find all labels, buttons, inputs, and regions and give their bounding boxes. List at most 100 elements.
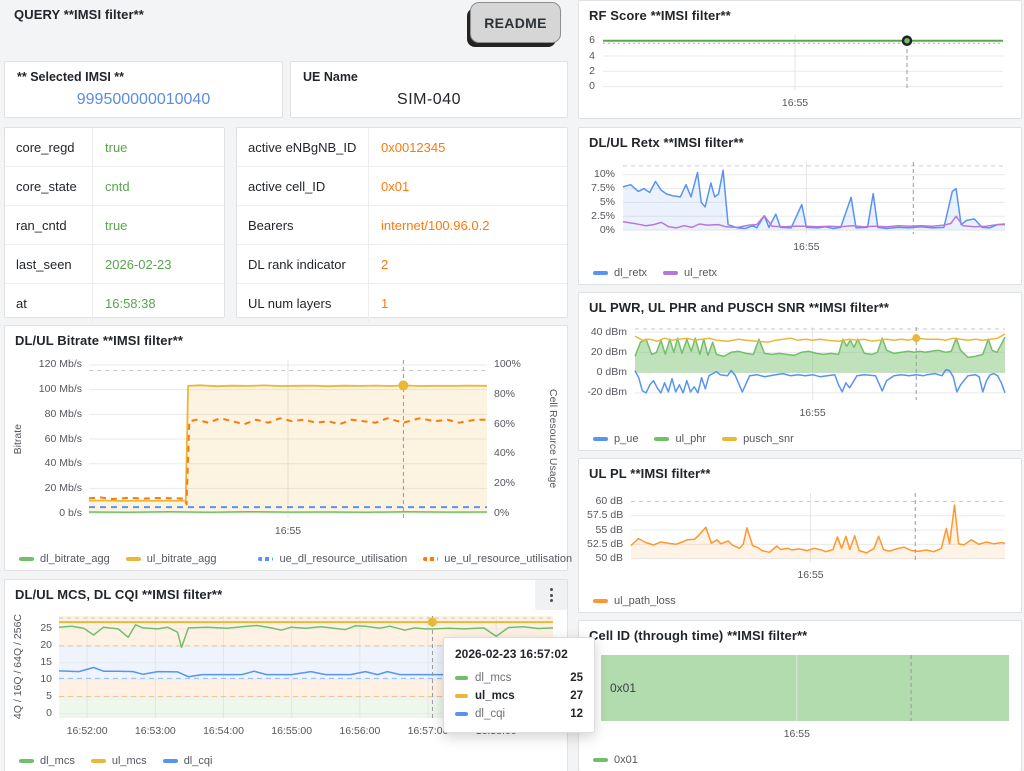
ul-pl-xtick: 16:55	[771, 569, 851, 582]
table-key: active eNBgNB_ID	[237, 128, 369, 166]
mcs-cqi-ytick: 0	[26, 707, 52, 720]
bitrate-ytick: 100 Mb/s	[26, 383, 82, 396]
cell-id-chart[interactable]: 0x0116:550x01	[587, 647, 1013, 769]
table-value: cntd	[93, 167, 130, 205]
bitrate-ytick-right: 20%	[494, 477, 540, 490]
mcs-cqi-legend: dl_mcs ul_mcs dl_cqi	[19, 755, 557, 767]
ul-pl-chart[interactable]: 50 dB52.5 dB55 dB57.5 dB60 dB16:55ul_pat…	[587, 485, 1013, 610]
table-row: core_regdtrue	[5, 128, 224, 167]
retx-ytick: 2.5%	[587, 210, 615, 223]
mcs-cqi-y-axis-title: 4Q / 16Q / 64Q / 256C	[11, 616, 25, 718]
session-table: active eNBgNB_ID0x0012345active cell_ID0…	[237, 128, 567, 322]
series-color-key	[423, 557, 438, 561]
legend-item-pusch_snr[interactable]: pusch_snr	[722, 433, 794, 445]
ul-pl-ytick: 50 dB	[587, 552, 623, 565]
ul-pl-panel-title: UL PL **IMSI filter**	[589, 466, 711, 481]
table-row: ran_cntdtrue	[5, 206, 224, 245]
panel-ul-pl: UL PL **IMSI filter** 50 dB52.5 dB55 dB5…	[578, 458, 1022, 613]
ul-pwr-chart[interactable]: -20 dBm0 dBm20 dBm40 dBm16:55p_ueul_phrp…	[587, 319, 1013, 448]
mcs-cqi-ytick: 5	[26, 690, 52, 703]
retx-ytick: 10%	[587, 168, 615, 181]
rf-score-chart[interactable]: 024616:55	[587, 27, 1013, 116]
legend-label: ul_bitrate_agg	[147, 553, 217, 565]
bitrate-ytick-right: 60%	[494, 418, 540, 431]
bitrate-legend: dl_bitrate_agg ul_bitrate_agg ue_dl_resour…	[19, 553, 557, 565]
series-color-key	[258, 557, 273, 561]
series-color-key	[91, 759, 106, 763]
cell-id-legend: 0x01	[593, 754, 1011, 766]
series-color-key	[19, 557, 34, 561]
bitrate-ytick: 120 Mb/s	[26, 358, 82, 371]
table-value: 0x0012345	[369, 128, 445, 166]
hover-point-marker	[912, 334, 920, 342]
series-color-key	[163, 759, 178, 763]
selected-imsi-value[interactable]: 999500000010040	[5, 91, 282, 109]
legend-item-ul_bitrate_agg[interactable]: ul_bitrate_agg	[126, 553, 217, 565]
legend-item-ul_phr[interactable]: ul_phr	[654, 433, 706, 445]
table-key: active cell_ID	[237, 167, 369, 205]
retx-chart[interactable]: 0%2.5%5%7.5%10%16:55dl_retxul_retx	[587, 154, 1013, 282]
bitrate-ytick: 0 b/s	[26, 507, 82, 520]
series-color-key	[455, 712, 468, 716]
ul-pl-plot-area[interactable]	[587, 485, 1013, 610]
legend-item-ul_path_loss[interactable]: ul_path_loss	[593, 595, 676, 607]
ul-pl-ytick: 55 dB	[587, 524, 623, 537]
retx-ytick: 7.5%	[587, 182, 615, 195]
bitrate-ytick-right: 40%	[494, 447, 540, 460]
legend-item-dl_mcs[interactable]: dl_mcs	[19, 755, 75, 767]
legend-item-dl_retx[interactable]: dl_retx	[593, 267, 647, 279]
retx-ytick: 5%	[587, 196, 615, 209]
series-color-key	[455, 676, 468, 680]
tooltip-series-value: 25	[570, 672, 583, 684]
bitrate-ytick: 80 Mb/s	[26, 408, 82, 421]
legend-item-0x01[interactable]: 0x01	[593, 754, 638, 766]
legend-item-p_ue[interactable]: p_ue	[593, 433, 638, 445]
table-value: true	[93, 206, 127, 244]
legend-item-dl_bitrate_agg[interactable]: dl_bitrate_agg	[19, 553, 110, 565]
table-value: 2	[369, 245, 388, 283]
retx-plot-area[interactable]	[587, 154, 1013, 282]
legend-item-ue_ul_resource_utilisation[interactable]: ue_ul_resource_utilisation	[423, 553, 572, 565]
retx-panel-title: DL/UL Retx **IMSI filter**	[589, 135, 744, 150]
tooltip-series-name: ul_mcs	[475, 690, 570, 702]
table-key: core_state	[5, 167, 93, 205]
series-color-key	[593, 758, 608, 762]
legend-item-ue_dl_resource_utilisation[interactable]: ue_dl_resource_utilisation	[258, 553, 407, 565]
panel-ue-name: UE Name SIM-040	[290, 61, 568, 118]
readme-button[interactable]: README	[470, 2, 561, 43]
series-color-key	[455, 694, 468, 698]
series-color-key	[19, 759, 34, 763]
panel-selected-imsi: ** Selected IMSI ** 999500000010040	[4, 61, 283, 118]
ul-pwr-panel-title: UL PWR, UL PHR and PUSCH SNR **IMSI filt…	[589, 300, 889, 315]
legend-label: ul_phr	[675, 433, 706, 445]
mcs-panel-title: DL/UL MCS, DL CQI **IMSI filter**	[15, 587, 222, 602]
series-pusch_snr	[635, 334, 1005, 342]
ul-pwr-ytick: 0 dBm	[587, 366, 627, 379]
panel-bitrate: DL/UL Bitrate **IMSI filter** 0 b/s20 Mb…	[4, 325, 568, 571]
panel-ul-pwr: UL PWR, UL PHR and PUSCH SNR **IMSI filt…	[578, 292, 1022, 451]
mcs-cqi-ytick: 25	[26, 622, 52, 635]
panel-query: QUERY **IMSI filter** README	[4, 0, 570, 54]
legend-item-ul_mcs[interactable]: ul_mcs	[91, 755, 147, 767]
panel-status-table: core_regdtruecore_statecntdran_cntdtruel…	[4, 127, 225, 318]
legend-label: ue_dl_resource_utilisation	[279, 553, 407, 565]
ul-pl-ytick: 52.5 dB	[587, 538, 623, 551]
tooltip-row: ul_mcs27	[444, 687, 594, 705]
bitrate-ytick: 60 Mb/s	[26, 433, 82, 446]
bitrate-ytick-right: 100%	[494, 358, 540, 371]
ul-pwr-plot-area[interactable]	[587, 319, 1013, 448]
table-row: Bearersinternet/100.96.0.2	[237, 206, 567, 245]
table-key: DL rank indicator	[237, 245, 369, 283]
legend-label: dl_retx	[614, 267, 647, 279]
tooltip-series-name: dl_cqi	[475, 708, 570, 720]
legend-item-ul_retx[interactable]: ul_retx	[663, 267, 717, 279]
series-color-key	[593, 437, 608, 441]
legend-item-dl_cqi[interactable]: dl_cqi	[163, 755, 213, 767]
query-panel-title: QUERY **IMSI filter**	[14, 7, 144, 22]
bitrate-xtick: 16:55	[248, 525, 328, 538]
bitrate-chart[interactable]: 0 b/s20 Mb/s40 Mb/s60 Mb/s80 Mb/s100 Mb/…	[13, 352, 559, 568]
rf-score-ytick: 6	[587, 34, 595, 47]
rf-score-panel-title: RF Score **IMSI filter**	[589, 8, 731, 23]
cell-id-plot-area[interactable]: 0x01	[587, 647, 1013, 769]
ul-pwr-legend: p_ue ul_phr pusch_snr	[593, 433, 1011, 445]
